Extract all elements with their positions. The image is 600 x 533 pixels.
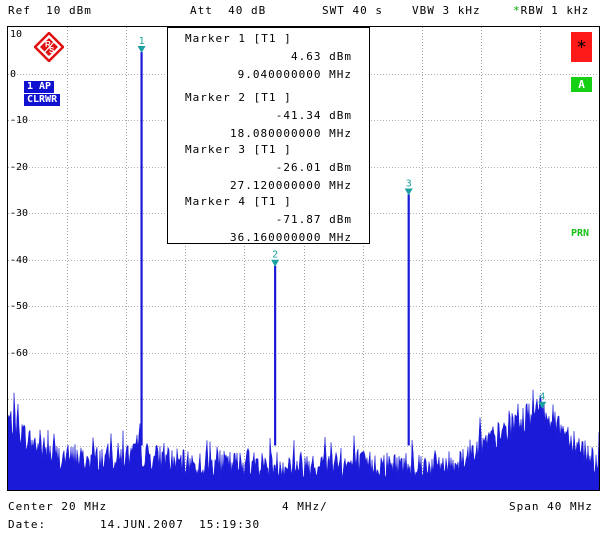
marker-4-level: -71.87 dBm bbox=[275, 213, 352, 226]
attenuation: Att 40 dB bbox=[190, 4, 267, 17]
marker-4-label: 4 bbox=[539, 392, 545, 403]
svg-text:S: S bbox=[49, 46, 55, 55]
rbw-modified-star: * bbox=[513, 4, 521, 17]
rbw-group: *RBW 1 kHz bbox=[513, 4, 589, 17]
marker-1-level: 4.63 dBm bbox=[291, 50, 352, 63]
marker-3-freq: 27.120000000 MHz bbox=[230, 179, 352, 192]
level-label-minus-60: -60 bbox=[10, 348, 29, 359]
level-label-minus-40: -40 bbox=[10, 255, 29, 266]
level-label-10: 10 bbox=[10, 29, 23, 40]
uncal-indicator: * bbox=[571, 32, 592, 62]
level-label-0: 0 bbox=[10, 69, 17, 80]
marker-2-level: -41.34 dBm bbox=[275, 109, 352, 122]
spectrum-display[interactable]: 1 2 3 4 10 0 -10 -20 -30 -40 -50 -60 R S 1 … bbox=[7, 26, 600, 491]
marker-table: Marker 1 [T1 ] 4.63 dBm 9.040000000 MHz … bbox=[167, 27, 370, 244]
svg-text:R: R bbox=[45, 40, 51, 49]
rohde-schwarz-logo: R S bbox=[34, 32, 64, 62]
sweep-time: SWT 40 s bbox=[322, 4, 383, 17]
marker-3-title: Marker 3 [T1 ] bbox=[185, 143, 292, 156]
level-label-minus-10: -10 bbox=[10, 115, 29, 126]
level-label-minus-30: -30 bbox=[10, 208, 29, 219]
marker-3-level: -26.01 dBm bbox=[275, 161, 352, 174]
marker-1-title: Marker 1 [T1 ] bbox=[185, 32, 292, 45]
video-bandwidth: VBW 3 kHz bbox=[412, 4, 481, 17]
date-value: 14.JUN.2007 15:19:30 bbox=[100, 518, 261, 531]
marker-4-freq: 36.160000000 MHz bbox=[230, 231, 352, 244]
center-frequency: Center 20 MHz bbox=[8, 500, 108, 513]
spectrum-plot: 1 2 3 4 bbox=[8, 27, 599, 490]
marker-2-freq: 18.080000000 MHz bbox=[230, 127, 352, 140]
marker-2-title: Marker 2 [T1 ] bbox=[185, 91, 292, 104]
frequency-per-division: 4 MHz/ bbox=[282, 500, 328, 513]
trace-a-indicator: A bbox=[571, 77, 592, 92]
trace-detector-tag: CLRWR bbox=[24, 94, 61, 106]
date-label: Date: bbox=[8, 518, 47, 531]
level-label-minus-20: -20 bbox=[10, 162, 29, 173]
frequency-span: Span 40 MHz bbox=[509, 500, 593, 513]
marker-1-label: 1 bbox=[139, 36, 145, 47]
trace-mode-tag: 1 AP bbox=[24, 81, 55, 93]
marker-1-triangle bbox=[137, 45, 146, 53]
marker-3-triangle bbox=[404, 188, 413, 196]
marker-4-triangle bbox=[538, 401, 547, 409]
marker-1-freq: 9.040000000 MHz bbox=[237, 68, 352, 81]
marker-4-title: Marker 4 [T1 ] bbox=[185, 195, 292, 208]
prn-indicator: PRN bbox=[570, 228, 589, 239]
noise-floor-trace bbox=[8, 389, 599, 490]
level-label-minus-50: -50 bbox=[10, 301, 29, 312]
marker-2-label: 2 bbox=[272, 250, 278, 261]
marker-3-label: 3 bbox=[406, 178, 412, 189]
marker-2-triangle bbox=[271, 259, 280, 267]
resolution-bandwidth: RBW 1 kHz bbox=[520, 4, 590, 17]
ref-level: Ref 10 dBm bbox=[8, 4, 92, 17]
